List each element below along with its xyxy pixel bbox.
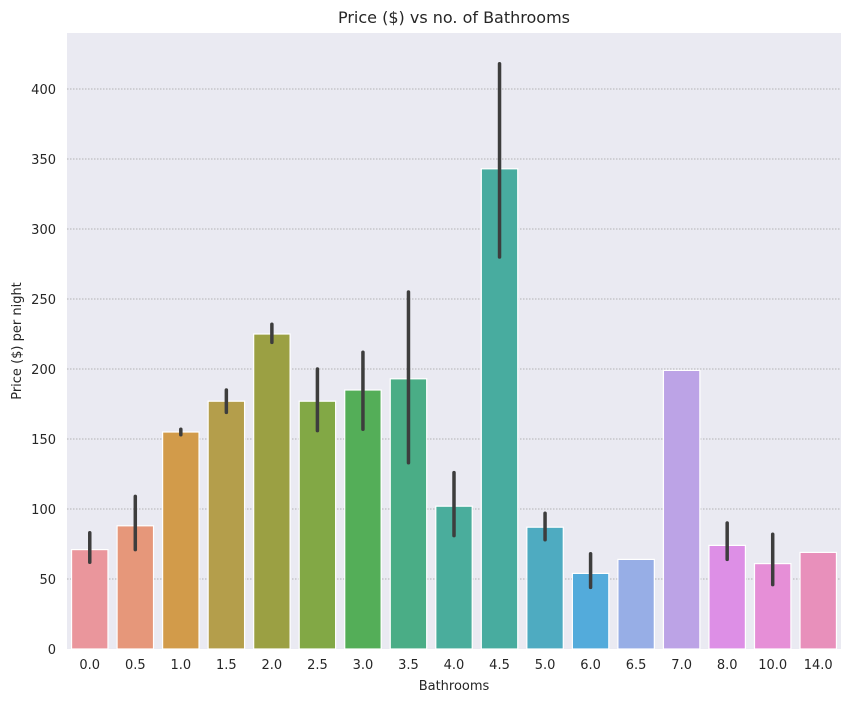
y-tick-labels: 0 50 100 150 200 250 300 350 400 xyxy=(31,83,56,658)
x-tick-label: 6.0 xyxy=(580,658,601,673)
bar-0.0 xyxy=(70,548,109,650)
y-tick-label: 250 xyxy=(31,293,56,308)
x-tick-labels: 0.0 0.5 1.0 1.5 2.0 2.5 3.0 3.5 4.0 4.5 5.0 6.0 6.5 7… xyxy=(79,658,832,673)
y-tick-label: 150 xyxy=(31,433,56,448)
y-tick-label: 200 xyxy=(31,363,56,378)
x-tick-label: 14.0 xyxy=(804,658,833,673)
x-tick-label: 3.5 xyxy=(398,658,419,673)
bar-6.5 xyxy=(617,558,655,650)
bar-2.5 xyxy=(298,400,337,650)
x-tick-label: 0.5 xyxy=(125,658,146,673)
bar-1.5 xyxy=(207,400,246,650)
x-tick-label: 10.0 xyxy=(758,658,787,673)
x-tick-label: 1.0 xyxy=(170,658,191,673)
y-tick-label: 50 xyxy=(39,573,56,588)
bar-14.0 xyxy=(799,551,838,650)
x-axis-label: Bathrooms xyxy=(419,679,490,694)
x-tick-label: 4.0 xyxy=(444,658,465,673)
x-tick-label: 8.0 xyxy=(717,658,738,673)
bar-7.0 xyxy=(662,369,701,650)
x-tick-label: 6.5 xyxy=(626,658,647,673)
x-tick-label: 2.5 xyxy=(307,658,328,673)
y-tick-label: 300 xyxy=(31,223,56,238)
x-tick-label: 4.5 xyxy=(489,658,510,673)
error-bars xyxy=(88,62,775,590)
bars xyxy=(70,168,838,650)
chart-title: Price ($) vs no. of Bathrooms xyxy=(338,8,570,27)
y-tick-label: 400 xyxy=(31,83,56,98)
x-tick-label: 5.0 xyxy=(535,658,556,673)
y-axis-label: Price ($) per night xyxy=(10,282,25,400)
bar-2.0 xyxy=(253,333,291,650)
y-tick-label: 350 xyxy=(31,153,56,168)
x-tick-label: 1.5 xyxy=(216,658,237,673)
bar-5.0 xyxy=(526,526,564,650)
x-tick-label: 7.0 xyxy=(671,658,692,673)
y-tick-label: 0 xyxy=(48,643,56,658)
y-tick-label: 100 xyxy=(31,503,56,518)
bar-1.0 xyxy=(162,431,200,650)
bar-8.0 xyxy=(708,544,746,650)
x-tick-label: 3.0 xyxy=(353,658,374,673)
x-tick-label: 0.0 xyxy=(79,658,100,673)
x-tick-label: 2.0 xyxy=(262,658,283,673)
